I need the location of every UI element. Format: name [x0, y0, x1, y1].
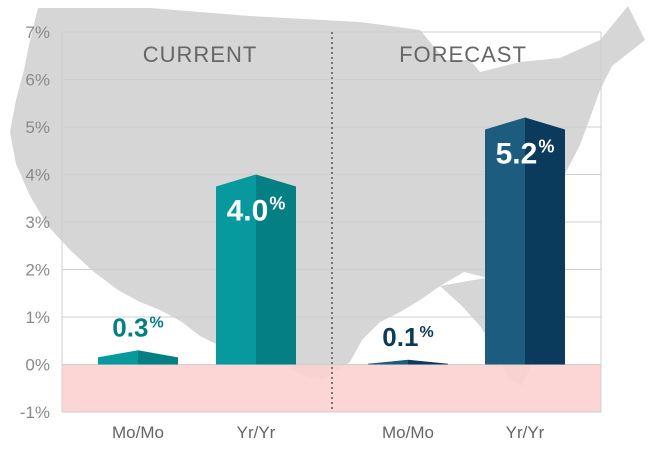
data-label: 0.3%	[112, 312, 163, 342]
category-label: Mo/Mo	[382, 423, 434, 442]
data-label: 0.1%	[382, 322, 433, 352]
y-tick-label: 4%	[25, 166, 50, 185]
y-tick-label: 2%	[25, 261, 50, 280]
bar	[98, 350, 178, 365]
bar	[216, 174, 296, 365]
category-label: Yr/Yr	[506, 423, 545, 442]
us-map-silhouette	[10, 6, 645, 380]
bar-front-face	[485, 117, 525, 365]
y-tick-label: 7%	[25, 23, 50, 42]
category-label: Mo/Mo	[112, 423, 164, 442]
bar-side-face	[408, 359, 448, 365]
data-label: 5.2%	[496, 137, 555, 171]
y-tick-label: 0%	[25, 356, 50, 375]
y-tick-label: 3%	[25, 213, 50, 232]
y-tick-label: 6%	[25, 71, 50, 90]
y-axis: -1% 0% 1% 2% 3% 4% 5% 6% 7%	[20, 23, 50, 422]
panel-title: CURRENT	[143, 42, 258, 67]
panel-title: FORECAST	[399, 42, 527, 67]
bar-side-face	[138, 350, 178, 365]
panel-titles: CURRENT FORECAST	[143, 42, 527, 67]
bar	[368, 359, 448, 365]
y-tick-label: 1%	[25, 308, 50, 327]
data-label: 4.0%	[227, 194, 286, 228]
bar-side-face	[525, 117, 565, 365]
bar-front-face	[216, 174, 256, 365]
y-tick-label: -1%	[20, 403, 50, 422]
data-labels: 0.3% 4.0% 0.1% 5.2%	[112, 137, 554, 352]
category-label: Yr/Yr	[237, 423, 276, 442]
bar-front-face	[98, 350, 138, 365]
bar-front-face	[368, 359, 408, 365]
bar	[485, 117, 565, 365]
bar-side-face	[256, 174, 296, 365]
y-tick-label: 5%	[25, 118, 50, 137]
category-labels: Mo/Mo Yr/Yr Mo/Mo Yr/Yr	[112, 423, 545, 442]
bars	[98, 117, 565, 365]
